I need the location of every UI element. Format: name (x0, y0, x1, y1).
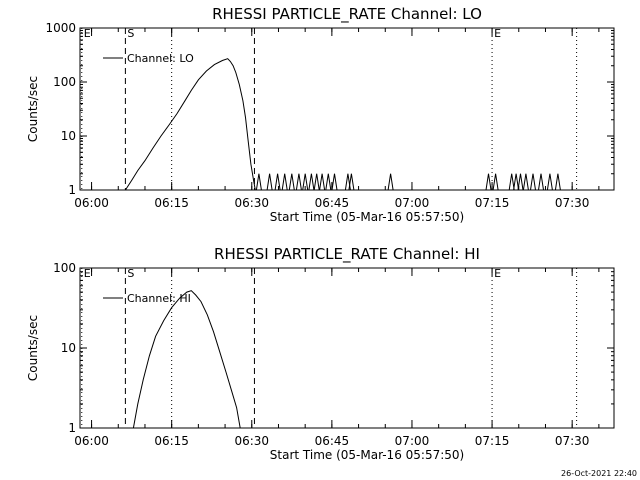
chart-title: RHESSI PARTICLE_RATE Channel: HI (214, 245, 480, 264)
noise-spike (348, 173, 355, 191)
y-tick-label: 10 (61, 341, 76, 355)
marker-label-e: E (84, 267, 91, 280)
x-tick-label: 07:00 (395, 196, 430, 210)
noise-spike (313, 173, 320, 191)
series-line (124, 58, 256, 191)
noise-spike (295, 173, 302, 191)
x-tick-label: 06:45 (315, 196, 350, 210)
x-axis-label: Start Time (05-Mar-16 05:57:50) (270, 448, 464, 462)
x-tick-label: 07:30 (555, 434, 590, 448)
x-tick-label: 06:30 (234, 196, 269, 210)
y-tick-label: 1 (68, 421, 76, 435)
noise-spike (288, 173, 295, 191)
marker-label-e: E (494, 267, 501, 280)
legend-label: Channel: HI (127, 292, 191, 305)
noise-spike (274, 173, 281, 191)
noise-spike (546, 173, 553, 191)
x-tick-label: 06:15 (154, 196, 189, 210)
y-tick-label: 10 (61, 129, 76, 143)
y-axis-label: Counts/sec (26, 315, 40, 381)
y-tick-label: 1 (68, 183, 76, 197)
y-tick-label: 100 (53, 75, 76, 89)
y-axis-label: Counts/sec (26, 76, 40, 142)
noise-spike (522, 173, 529, 191)
lo-channel-chart: RHESSI PARTICLE_RATE Channel: LO 1 10 100 10… (26, 5, 615, 224)
hi-channel-chart: RHESSI PARTICLE_RATE Channel: HI 1 10 100 06… (26, 245, 615, 462)
noise-spike (513, 173, 520, 191)
plot-frame (79, 27, 615, 191)
x-tick-label: 07:15 (475, 434, 510, 448)
noise-spike (266, 173, 273, 191)
noise-spike (517, 173, 524, 191)
noise-spike (387, 173, 394, 191)
noise-spike (530, 173, 536, 191)
noise-spike (281, 173, 288, 191)
noise-spike (255, 173, 262, 191)
x-tick-label: 06:45 (315, 434, 350, 448)
y-tick-label: 1000 (45, 21, 76, 35)
chart-title: RHESSI PARTICLE_RATE Channel: LO (212, 5, 482, 24)
noise-spike (485, 173, 492, 191)
y-tick-label: 100 (53, 261, 76, 275)
noise-spike (331, 173, 338, 191)
legend-label: Channel: LO (127, 52, 194, 65)
series-line (132, 290, 241, 429)
generation-timestamp: 26-Oct-2021 22:40 (561, 469, 637, 478)
x-tick-label: 06:30 (234, 434, 269, 448)
noise-spike (319, 173, 326, 191)
noise-spike (554, 173, 561, 191)
noise-spike (508, 173, 515, 191)
noise-spike (302, 173, 309, 191)
noise-spike (538, 173, 544, 191)
marker-label-s: S (127, 27, 134, 40)
x-tick-label: 06:00 (74, 196, 109, 210)
x-tick-label: 07:30 (555, 196, 590, 210)
noise-spike (492, 173, 499, 191)
marker-label-e: E (84, 27, 91, 40)
noise-spike (308, 173, 315, 191)
x-tick-label: 06:15 (154, 434, 189, 448)
noise-spike (325, 173, 332, 191)
x-axis-label: Start Time (05-Mar-16 05:57:50) (270, 210, 464, 224)
x-tick-label: 06:00 (74, 434, 109, 448)
marker-label-e: E (494, 27, 501, 40)
x-tick-label: 07:15 (475, 196, 510, 210)
marker-label-s: S (127, 267, 134, 280)
x-tick-label: 07:00 (395, 434, 430, 448)
